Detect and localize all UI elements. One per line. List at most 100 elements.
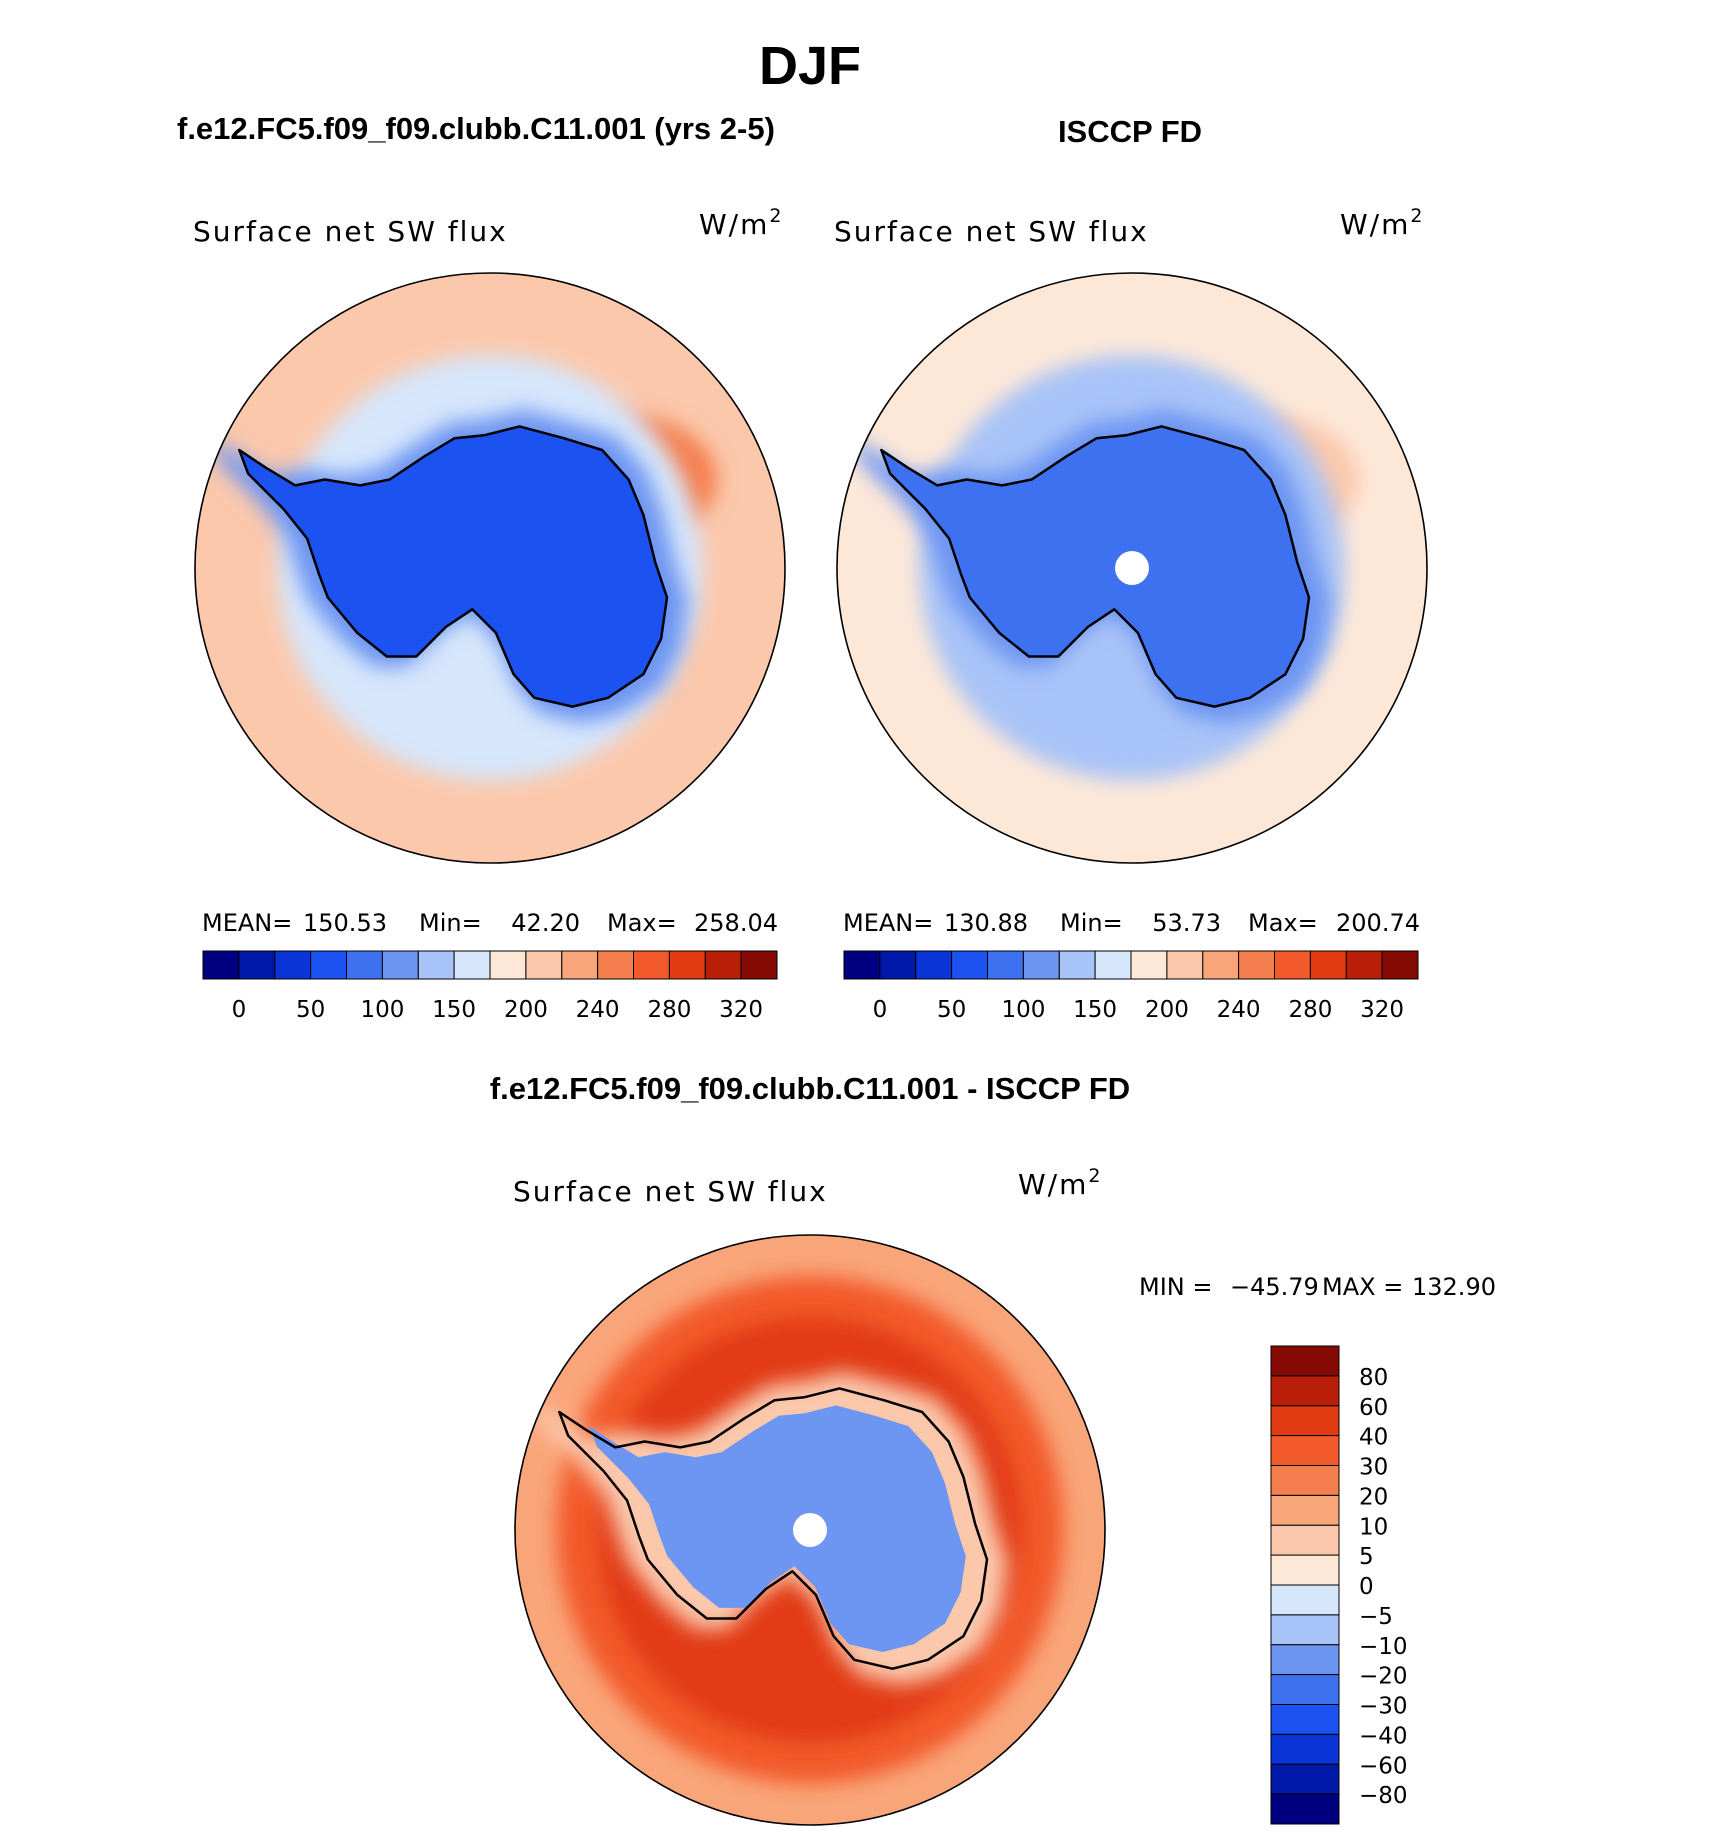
- obs-stats: MEAN= 130.88 Min= 53.73 Max= 200.74: [843, 909, 1420, 937]
- colorbar-box: [987, 950, 1024, 980]
- diff-min-label: MIN =: [1139, 1273, 1212, 1301]
- colorbar-tick-label: 150: [1073, 997, 1117, 1023]
- colorbar-box: [1270, 1524, 1340, 1556]
- colorbar-tick-label: 200: [1145, 997, 1189, 1023]
- model-mean-value: 150.53: [303, 909, 387, 937]
- colorbar-tick-label: 30: [1359, 1455, 1388, 1481]
- colorbar-box: [453, 950, 491, 980]
- colorbar-tick-label: 0: [873, 997, 888, 1023]
- colorbar-tick-label: 280: [647, 997, 691, 1023]
- pole-missing-data: [793, 1513, 827, 1547]
- colorbar-tick-label: 100: [1001, 997, 1045, 1023]
- colorbar-box: [417, 950, 455, 980]
- colorbar-tick-label: 40: [1359, 1425, 1388, 1451]
- diff-max-value: 132.90: [1412, 1273, 1496, 1301]
- colorbar-box: [1270, 1793, 1340, 1825]
- diff-stats: MIN = −45.79 MAX = 132.90: [1139, 1273, 1496, 1301]
- colorbar-box: [951, 950, 988, 980]
- obs-mean-value: 130.88: [944, 909, 1028, 937]
- obs-min-label: Min=: [1060, 909, 1123, 937]
- colorbar-box: [1166, 950, 1204, 980]
- colorbar-box: [668, 950, 706, 980]
- colorbar-box: [1094, 950, 1132, 980]
- colorbar-box: [633, 950, 670, 980]
- model-min-label: Min=: [419, 909, 482, 937]
- colorbar-box: [704, 950, 742, 980]
- model-max-label: Max=: [607, 909, 677, 937]
- colorbar-tick-label: 5: [1359, 1544, 1374, 1570]
- obs-mean-label: MEAN=: [843, 909, 933, 937]
- colorbar-box: [561, 950, 599, 980]
- colorbar-tick-label: 0: [232, 997, 247, 1023]
- colorbar-tick-label: 10: [1359, 1514, 1388, 1540]
- obs-colorbar: 0 50 100 150 200 240 280 320: [843, 950, 1419, 1023]
- colorbar-tick-label: 200: [504, 997, 548, 1023]
- colorbar-box: [1270, 1494, 1340, 1526]
- season-title: DJF: [759, 36, 861, 96]
- colorbar-box: [1238, 950, 1275, 980]
- field-continent: [589, 1405, 966, 1652]
- colorbar-tick-label: 50: [296, 997, 325, 1023]
- colorbar-tick-label: 0: [1359, 1574, 1374, 1600]
- colorbar-tick-label: −30: [1359, 1694, 1408, 1720]
- colorbar-box: [1270, 1733, 1340, 1765]
- obs-variable-label: Surface net SW flux: [834, 215, 1149, 248]
- colorbar-box: [1270, 1644, 1340, 1676]
- obs-polar-map: [836, 272, 1428, 864]
- colorbar-box: [1270, 1584, 1340, 1616]
- map-boundary: [194, 272, 786, 864]
- colorbar-tick-label: −5: [1359, 1604, 1393, 1630]
- colorbar-box: [1270, 1674, 1340, 1705]
- model-variable-label: Surface net SW flux: [193, 215, 508, 248]
- obs-units-label: W/m2: [1340, 205, 1425, 241]
- diff-units-label: W/m2: [1018, 1165, 1103, 1201]
- colorbar-tick-label: −10: [1359, 1634, 1408, 1660]
- diff-variable-label: Surface net SW flux: [513, 1175, 828, 1208]
- colorbar-box: [1270, 1465, 1340, 1496]
- colorbar-tick-label: −20: [1359, 1664, 1408, 1690]
- model-stats: MEAN= 150.53 Min= 42.20 Max= 258.04: [202, 909, 778, 937]
- colorbar-box: [740, 950, 778, 980]
- colorbar-tick-label: −60: [1359, 1753, 1408, 1779]
- colorbar-box: [1309, 950, 1347, 980]
- model-max-value: 258.04: [694, 909, 778, 937]
- antarctica-coastline: [558, 1387, 989, 1670]
- colorbar-box: [1022, 950, 1060, 980]
- colorbar-box: [1270, 1554, 1340, 1586]
- colorbar-tick-label: −40: [1359, 1723, 1408, 1749]
- colorbar-box: [274, 950, 312, 980]
- diff-max-label: MAX =: [1322, 1273, 1403, 1301]
- colorbar-tick-label: 280: [1288, 997, 1332, 1023]
- obs-max-value: 200.74: [1336, 909, 1420, 937]
- pole-missing-data: [1115, 551, 1149, 585]
- colorbar-tick-label: 320: [719, 997, 763, 1023]
- colorbar-box: [1270, 1375, 1340, 1407]
- colorbar-tick-label: −80: [1359, 1783, 1408, 1809]
- obs-max-label: Max=: [1248, 909, 1318, 937]
- diff-min-value: −45.79: [1230, 1273, 1319, 1301]
- antarctica-coastline: [880, 425, 1311, 708]
- colorbar-box: [1345, 950, 1383, 980]
- colorbar-box: [202, 950, 240, 980]
- colorbar-box: [1202, 950, 1240, 980]
- colorbar-box: [1130, 950, 1168, 980]
- diff-panel-title: f.e12.FC5.f09_f09.clubb.C11.001 - ISCCP …: [490, 1071, 1130, 1106]
- model-panel-title: f.e12.FC5.f09_f09.clubb.C11.001 (yrs 2-5…: [177, 111, 775, 146]
- colorbar-box: [346, 950, 383, 980]
- model-units-label: W/m2: [699, 205, 784, 241]
- map-field: [195, 273, 785, 863]
- colorbar-box: [238, 950, 276, 980]
- diff-colorbar: 80 60 40 30 20 10 5 0 −5 −10 −20 −30 −40 −60 −80: [1270, 1345, 1408, 1825]
- map-boundary: [836, 272, 1428, 864]
- colorbar-box: [1270, 1614, 1340, 1646]
- colorbar-tick-label: 50: [937, 997, 966, 1023]
- field-continent: [239, 426, 668, 707]
- colorbar-box: [1381, 950, 1419, 980]
- model-polar-map: [194, 272, 786, 864]
- colorbar-box: [1058, 950, 1096, 980]
- colorbar-tick-label: 240: [576, 997, 620, 1023]
- model-colorbar: 0 50 100 150 200 240 280 320: [202, 950, 778, 1023]
- colorbar-box: [381, 950, 419, 980]
- antarctica-coastline: [238, 425, 669, 708]
